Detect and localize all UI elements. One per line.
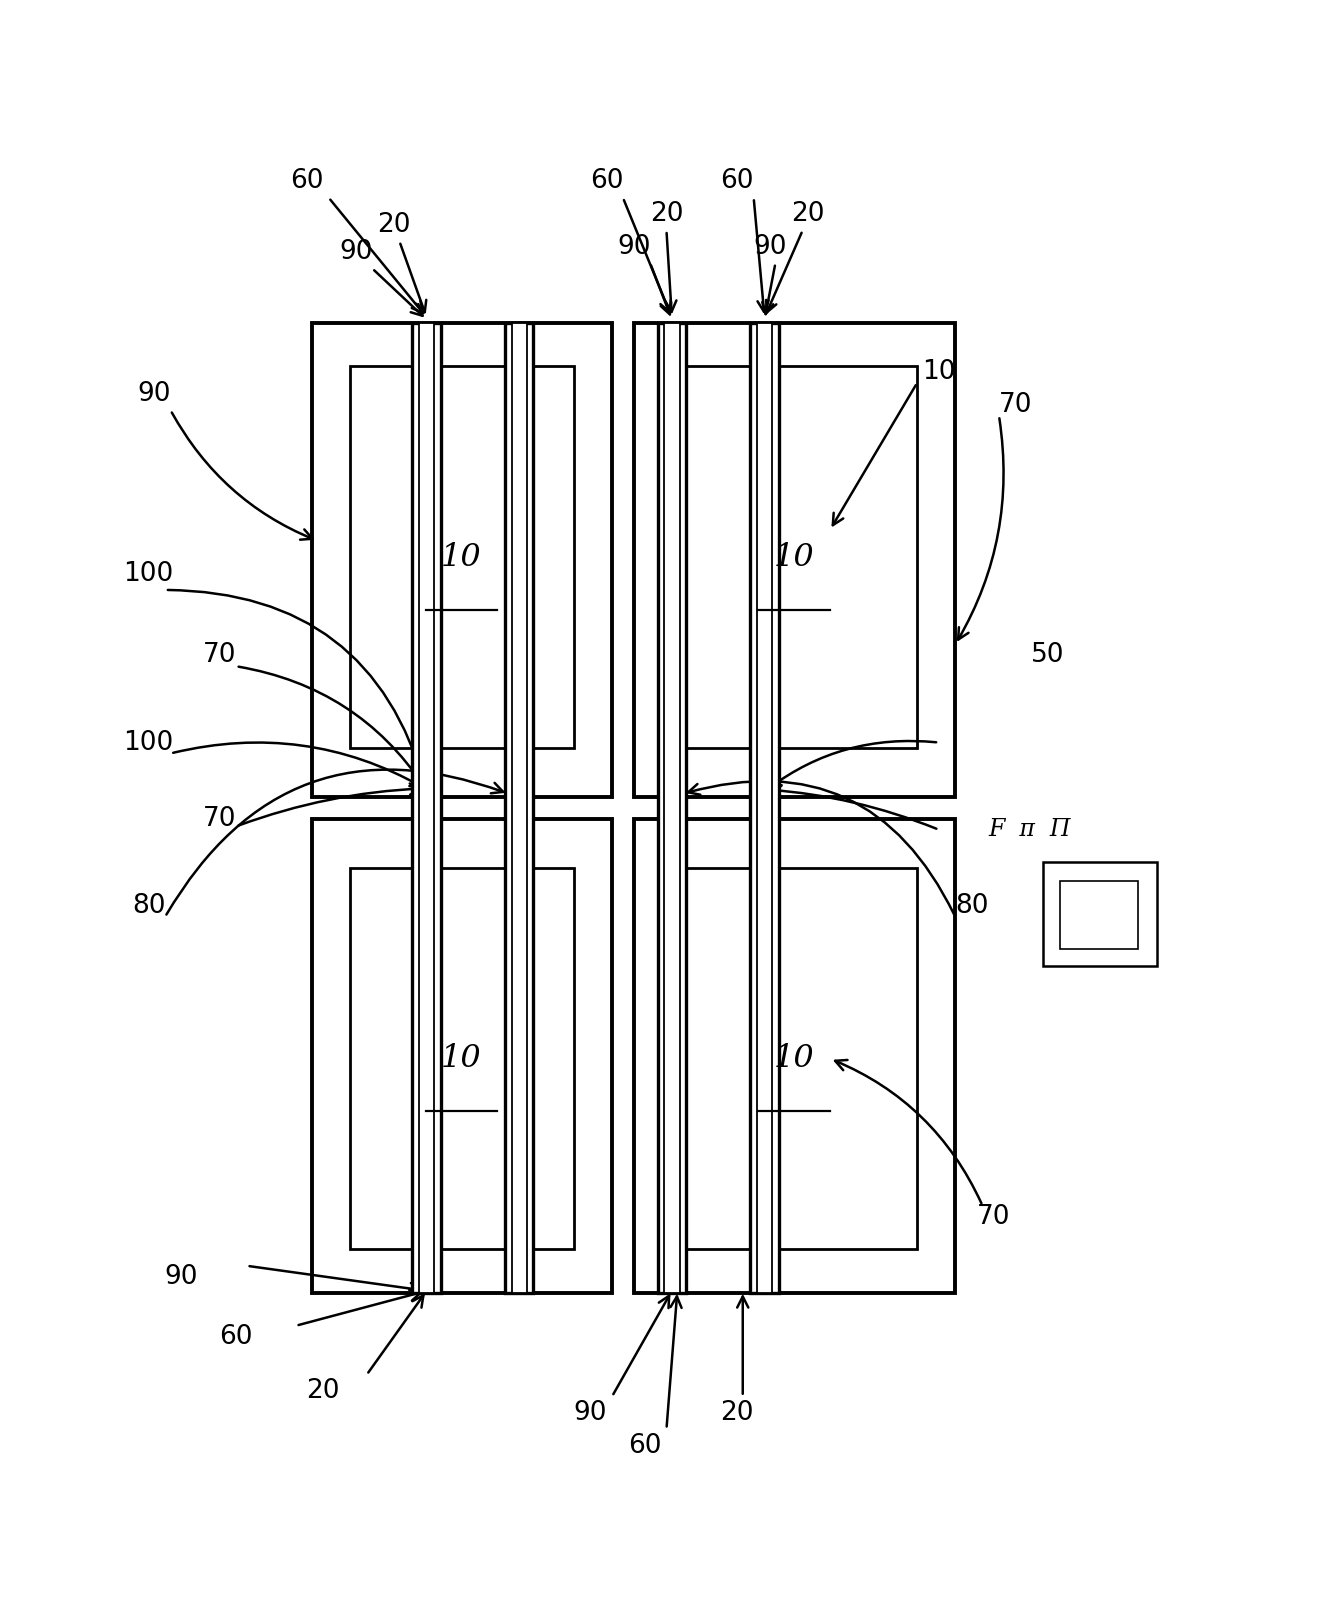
Text: 60: 60 — [219, 1324, 253, 1350]
Text: 80: 80 — [954, 892, 989, 920]
Bar — [350, 868, 574, 1249]
Text: 20: 20 — [649, 201, 683, 226]
Text: 70: 70 — [998, 392, 1032, 417]
Bar — [1043, 862, 1157, 966]
Bar — [672, 868, 917, 1249]
Text: 90: 90 — [574, 1400, 607, 1425]
Bar — [751, 323, 779, 1294]
Text: 90: 90 — [754, 234, 787, 260]
Text: 10: 10 — [442, 1043, 483, 1074]
Bar — [312, 819, 612, 1294]
Text: 70: 70 — [202, 806, 237, 831]
Text: 10: 10 — [773, 1043, 814, 1074]
Bar — [350, 366, 574, 748]
Text: 60: 60 — [290, 169, 324, 194]
Text: 20: 20 — [720, 1400, 754, 1425]
Text: 90: 90 — [617, 234, 650, 260]
Text: 80: 80 — [132, 892, 165, 920]
Bar — [1060, 881, 1138, 949]
Text: 90: 90 — [338, 239, 373, 265]
Bar — [672, 366, 917, 748]
Bar — [512, 323, 527, 1294]
Text: 90: 90 — [137, 380, 171, 406]
Bar — [419, 323, 434, 1294]
Bar — [505, 323, 534, 1294]
Text: 10: 10 — [773, 542, 814, 573]
Text: 100: 100 — [123, 730, 173, 756]
Bar — [658, 323, 686, 1294]
Bar — [312, 323, 612, 798]
Text: 50: 50 — [1031, 642, 1064, 668]
Text: 70: 70 — [202, 642, 237, 668]
Bar — [633, 323, 956, 798]
Text: 20: 20 — [792, 201, 825, 226]
Text: F  π  Π: F π Π — [989, 819, 1071, 841]
Text: 10: 10 — [442, 542, 483, 573]
Text: 60: 60 — [628, 1433, 661, 1459]
Text: 20: 20 — [307, 1379, 340, 1404]
Text: 70: 70 — [977, 1204, 1010, 1229]
Text: 20: 20 — [377, 212, 411, 238]
Bar — [758, 323, 772, 1294]
Bar — [664, 323, 680, 1294]
Bar — [412, 323, 440, 1294]
Text: 60: 60 — [590, 169, 623, 194]
Text: 60: 60 — [720, 169, 754, 194]
Text: 10: 10 — [923, 360, 956, 385]
Text: 100: 100 — [123, 560, 173, 586]
Bar — [633, 819, 956, 1294]
Text: 90: 90 — [165, 1263, 198, 1290]
